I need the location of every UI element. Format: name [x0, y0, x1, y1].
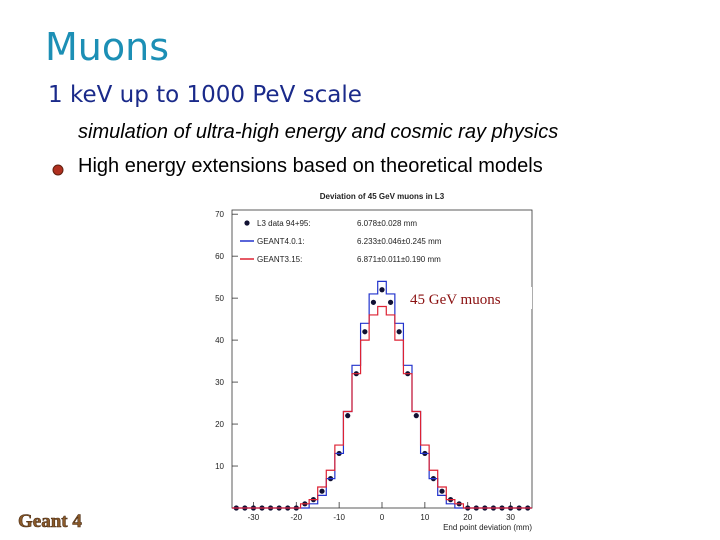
data-point [413, 413, 419, 419]
y-tick-label: 60 [215, 252, 224, 261]
legend-value: 6.871±0.011±0.190 mm [357, 255, 441, 264]
x-tick-label: 0 [380, 513, 385, 522]
data-point [396, 329, 402, 335]
histogram-step [232, 305, 532, 509]
y-tick-label: 30 [215, 378, 224, 387]
slide-title: Muons [45, 25, 169, 69]
x-tick-label: -30 [248, 513, 260, 522]
histogram-step [232, 280, 532, 509]
x-tick-label: -10 [333, 513, 345, 522]
data-point [439, 488, 445, 494]
data-point [387, 299, 394, 305]
x-tick-label: 10 [420, 513, 429, 522]
data-point [319, 488, 325, 494]
y-tick-label: 10 [215, 462, 224, 471]
x-tick-label: 20 [463, 513, 472, 522]
y-tick-label: 50 [215, 294, 224, 303]
slide-subtitle: 1 keV up to 1000 PeV scale [48, 82, 362, 108]
data-point [362, 329, 368, 335]
annotation: 45 GeV muons [410, 292, 501, 308]
data-point [379, 287, 385, 293]
y-tick-label: 20 [215, 420, 224, 429]
legend-value: 6.078±0.028 mm [357, 219, 417, 228]
bullet-text: simulation of ultra-high energy and cosm… [78, 121, 558, 143]
data-point [345, 413, 351, 419]
legend-label: GEANT4.0.1: [257, 237, 305, 246]
x-axis-label: End point deviation (mm) [443, 523, 532, 532]
legend-label: GEANT3.15: [257, 255, 302, 264]
legend-label: L3 data 94+95: [257, 219, 311, 228]
x-tick-label: -20 [291, 513, 303, 522]
y-tick-label: 40 [215, 336, 224, 345]
legend-value: 6.233±0.046±0.245 mm [357, 237, 442, 246]
bullet-text: High energy extensions based on theoreti… [78, 155, 543, 177]
logo: Geant 4 [18, 511, 82, 532]
y-tick-label: 70 [215, 210, 224, 219]
bullet-icon [52, 164, 64, 176]
x-tick-label: 30 [506, 513, 515, 522]
chart-title: Deviation of 45 GeV muons in L3 [320, 192, 445, 201]
data-point [370, 299, 377, 305]
legend-swatch [244, 220, 250, 226]
annotation-box [408, 287, 532, 309]
